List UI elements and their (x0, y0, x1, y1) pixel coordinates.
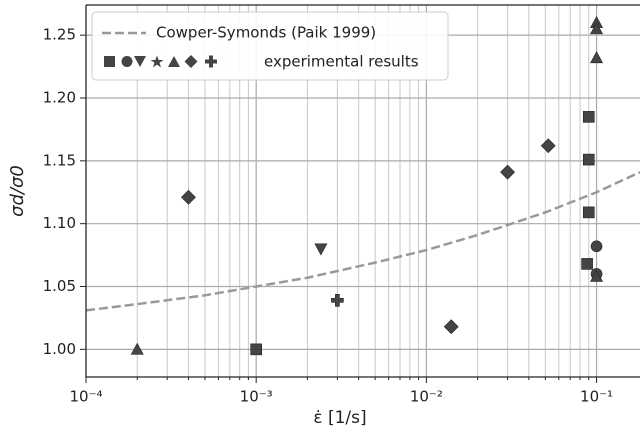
legend-label: experimental results (264, 53, 419, 71)
data-point (130, 342, 144, 355)
y-tick-label: 1.00 (43, 340, 76, 358)
data-point (582, 111, 595, 123)
data-point (540, 138, 556, 154)
legend: Cowper-Symonds (Paik 1999) experimental … (91, 11, 449, 81)
x-tick-label: 10⁻² (410, 388, 443, 406)
data-point (500, 164, 515, 180)
y-tick-label: 1.05 (43, 277, 76, 295)
data-point (590, 269, 604, 282)
x-tick-label: 10⁻⁴ (69, 388, 102, 406)
x-tick-label: 10⁻¹ (580, 388, 613, 406)
y-tick-label: 1.15 (43, 151, 76, 169)
y-tick-label: 1.20 (43, 89, 76, 107)
data-point (590, 22, 604, 35)
legend-box (91, 11, 449, 81)
x-axis-label: ε̇ [1/s] (313, 408, 366, 428)
data-point (250, 343, 262, 356)
data-point (582, 153, 595, 166)
legend-markers (104, 55, 217, 68)
curve (85, 171, 640, 312)
data-point (331, 294, 344, 307)
legend-label: Cowper-Symonds (Paik 1999) (156, 24, 376, 42)
axes-frame (85, 4, 640, 378)
data-point (590, 240, 603, 253)
y-tick-label: 1.25 (43, 26, 76, 44)
data-point (443, 319, 459, 335)
x-tick-label: 10⁻³ (240, 388, 273, 406)
y-axis-label: σd/σ0 (7, 165, 28, 217)
data-point (181, 189, 196, 205)
data-point (582, 206, 595, 219)
axes: 10⁻⁴ 10⁻³ 10⁻² 10⁻¹ 1.00 1.05 1.10 1.15 1.20 1.25 (43, 4, 640, 406)
data-point (590, 51, 604, 64)
data-point (314, 243, 328, 256)
data-point (581, 258, 593, 270)
y-tick-label: 1.10 (43, 214, 76, 232)
marks (85, 15, 640, 356)
